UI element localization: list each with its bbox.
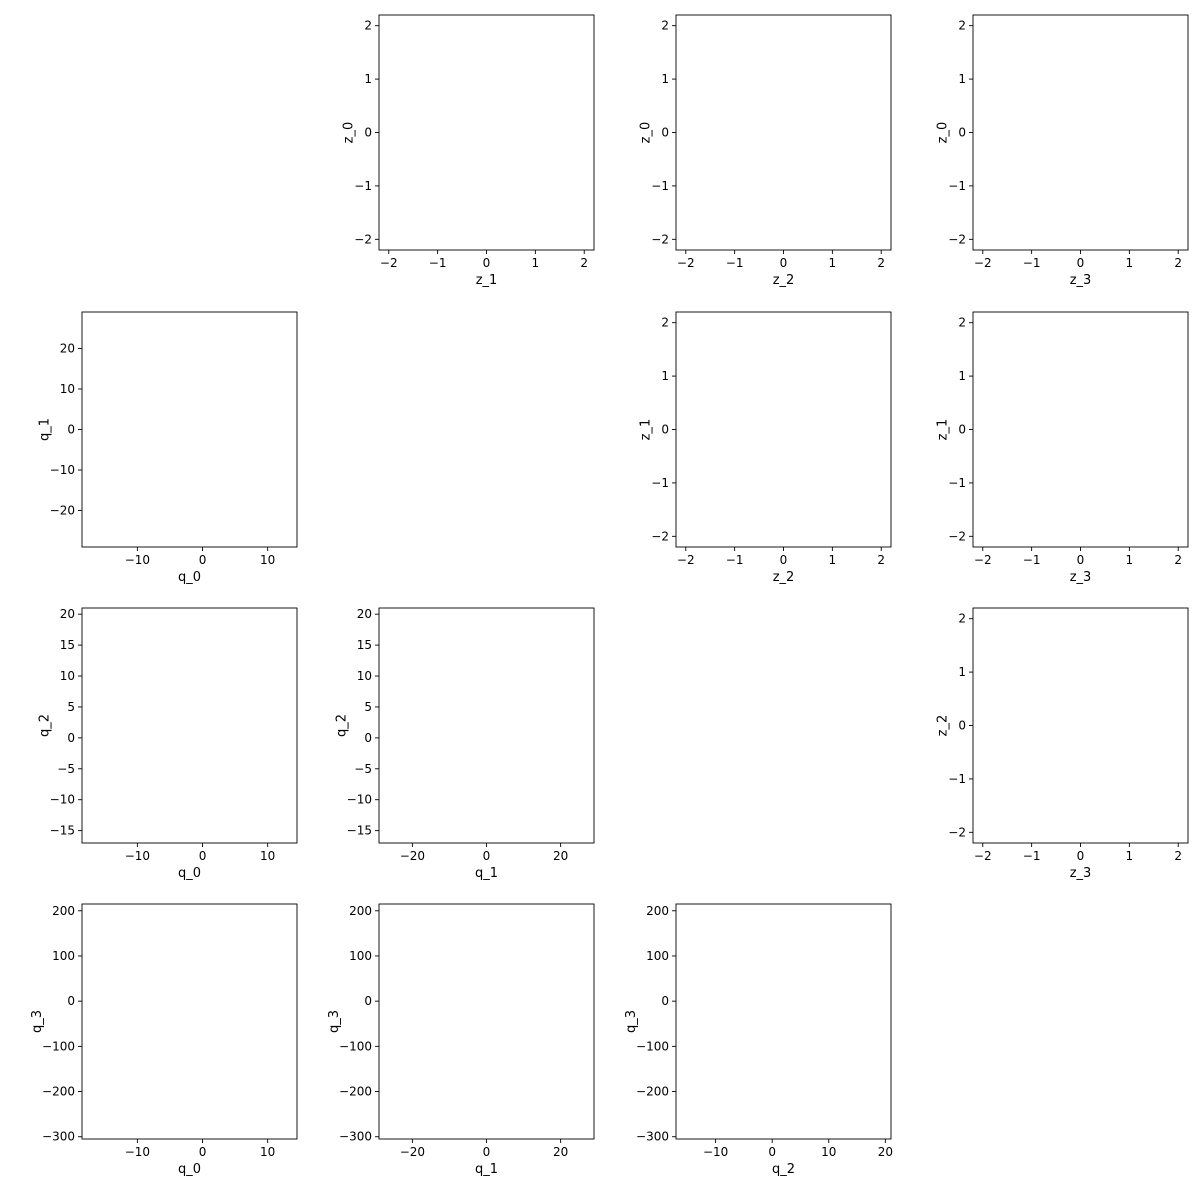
y-tick-label: 0 — [661, 126, 669, 140]
x-tick-label: 0 — [780, 256, 788, 270]
x-axis-label: z_1 — [476, 273, 498, 288]
subplot-z_0-vs-z_3: −2 −1 0 1 2 −2 −1 0 1 2 z_3 z_0 — [936, 14, 1189, 288]
subplot-z_0-vs-z_1: −2 −1 0 1 2 −2 −1 0 1 2 z_1 z_0 — [342, 14, 595, 288]
x-tick-label: 1 — [1126, 256, 1134, 270]
y-tick-label: 2 — [661, 19, 669, 33]
axes-frame — [675, 14, 892, 251]
x-tick-label: 1 — [829, 256, 837, 270]
x-tick-label: 0 — [1077, 256, 1085, 270]
x-axis-label: z_3 — [1070, 273, 1092, 288]
y-tick-label: 0 — [958, 126, 966, 140]
y-axis-label: z_0 — [936, 122, 951, 144]
y-tick-label: −1 — [354, 179, 372, 193]
x-tick-label: 2 — [580, 256, 588, 270]
x-tick-label: 2 — [1174, 256, 1182, 270]
y-tick-label: 1 — [661, 72, 669, 86]
x-tick-label: 2 — [877, 256, 885, 270]
x-tick-label: −1 — [1023, 256, 1041, 270]
x-tick-label: −1 — [429, 256, 447, 270]
axes-frame — [972, 14, 1189, 251]
x-tick-label: −2 — [974, 256, 992, 270]
y-tick-label: 2 — [364, 19, 372, 33]
y-tick-label: −1 — [651, 179, 669, 193]
axes-frame — [378, 14, 595, 251]
x-axis-label: z_2 — [773, 273, 795, 288]
x-tick-label: 0 — [483, 256, 491, 270]
y-tick-label: 2 — [958, 19, 966, 33]
subplot-z_0-vs-z_2: −2 −1 0 1 2 −2 −1 0 1 2 z_2 z_0 — [639, 14, 892, 288]
y-tick-label: −2 — [354, 232, 372, 246]
y-tick-label: −2 — [948, 232, 966, 246]
x-tick-label: −1 — [726, 256, 744, 270]
x-tick-label: 1 — [532, 256, 540, 270]
x-tick-label: −2 — [677, 256, 695, 270]
y-tick-label: 1 — [364, 72, 372, 86]
y-tick-label: 0 — [364, 126, 372, 140]
y-axis-label: z_0 — [639, 122, 654, 144]
y-tick-label: 1 — [958, 72, 966, 86]
y-axis-label: z_0 — [342, 122, 357, 144]
y-tick-label: −1 — [948, 179, 966, 193]
y-tick-label: −2 — [651, 232, 669, 246]
x-tick-label: −2 — [380, 256, 398, 270]
